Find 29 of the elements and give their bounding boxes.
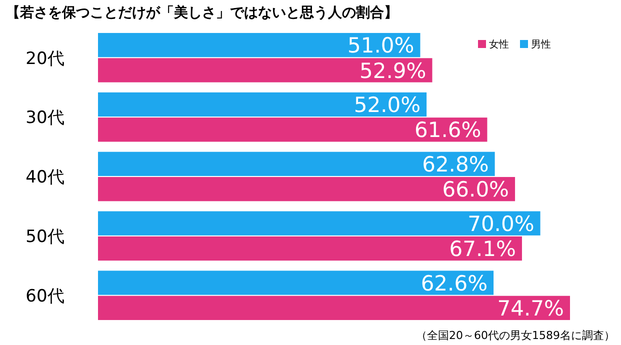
data-label: 52.9%	[360, 58, 426, 83]
data-label: 66.0%	[442, 178, 510, 202]
data-label: 62.6%	[420, 271, 488, 296]
data-label: 62.8%	[422, 152, 489, 176]
data-label: 70.0%	[468, 212, 534, 236]
y-tick-label: 40代	[26, 168, 64, 188]
chart-title: 【若さを保つことだけが「美しさ」ではないと思う人の割合】	[6, 4, 398, 21]
bar	[98, 58, 432, 82]
bar	[98, 177, 516, 202]
bar	[98, 270, 494, 295]
data-label: 61.6%	[414, 118, 482, 142]
y-tick-label: 50代	[26, 227, 64, 248]
data-label: 52.0%	[354, 93, 421, 118]
bar	[98, 32, 420, 58]
data-label: 67.1%	[449, 237, 516, 262]
text: （全国20～60代の男女1589名に調査）	[416, 329, 615, 342]
bar	[98, 296, 570, 320]
bar	[98, 152, 495, 176]
bar	[98, 236, 522, 261]
data-label: 74.7%	[497, 296, 564, 321]
y-tick-label: 20代	[26, 48, 64, 69]
data-label: 51.0%	[348, 34, 414, 58]
bar	[98, 92, 427, 117]
bar	[98, 118, 488, 142]
legend-label: 女性	[489, 38, 509, 51]
y-tick-label: 60代	[26, 286, 64, 306]
bar	[98, 211, 540, 236]
y-tick-label: 30代	[26, 108, 64, 128]
legend-label: 男性	[531, 38, 551, 51]
